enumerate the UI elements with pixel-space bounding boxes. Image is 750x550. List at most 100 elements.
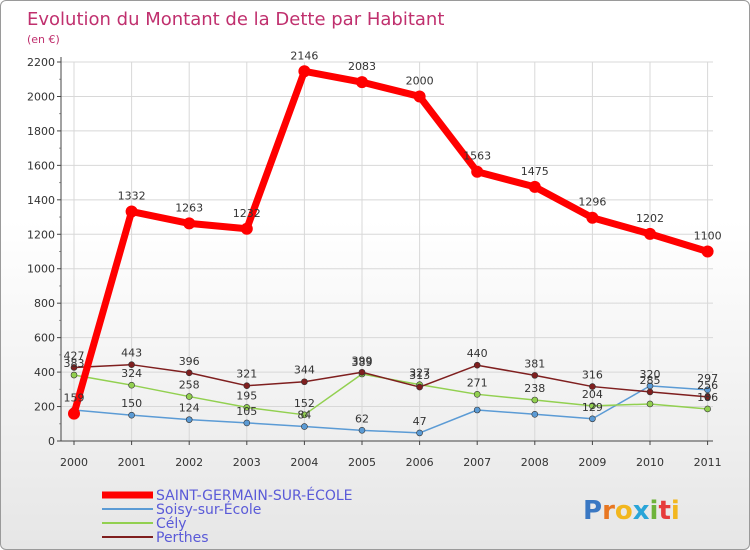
y-tick-label: 1200 <box>27 228 55 241</box>
data-label-saint-germain-sur-ecole: 2083 <box>348 60 376 73</box>
data-point-cely <box>70 371 78 379</box>
data-label-perthes: 381 <box>524 357 545 370</box>
data-label-saint-germain-sur-ecole: 1202 <box>636 212 664 225</box>
data-point-perthes <box>70 364 78 371</box>
data-label-cely: 238 <box>524 382 545 395</box>
data-label-cely: 152 <box>294 397 315 410</box>
data-point-perthes <box>301 378 308 386</box>
y-tick-label: 1400 <box>27 194 55 207</box>
y-tick-label: 600 <box>34 332 55 345</box>
y-tick-label: 200 <box>34 401 55 414</box>
data-point-cely <box>128 381 135 389</box>
data-point-soisy-sur-ecole <box>243 419 251 427</box>
data-point-saint-germain-sur-ecole <box>413 90 426 103</box>
data-point-soisy-sur-ecole <box>473 406 481 414</box>
data-label-saint-germain-sur-ecole: 1475 <box>521 165 549 178</box>
data-point-soisy-sur-ecole <box>704 386 711 394</box>
data-point-cely <box>704 405 711 413</box>
data-point-perthes <box>531 372 539 379</box>
data-label-saint-germain-sur-ecole: 159 <box>64 392 85 405</box>
data-label-perthes: 427 <box>64 349 85 362</box>
data-label-soisy-sur-ecole: 105 <box>236 405 257 418</box>
data-labels: 150 124 105 84 62 47 129 320 297 383 324 258 195 152 3… <box>64 49 722 428</box>
x-tick-label: 2001 <box>118 456 146 469</box>
x-tick-label: 2007 <box>463 456 491 469</box>
data-label-soisy-sur-ecole: 124 <box>179 402 200 415</box>
data-point-soisy-sur-ecole <box>416 429 423 437</box>
data-point-cely <box>185 393 193 400</box>
y-tick-label: 1000 <box>27 263 55 276</box>
grid <box>61 61 713 441</box>
data-point-soisy-sur-ecole <box>128 411 135 419</box>
data-label-cely: 258 <box>179 379 200 392</box>
x-tick-label: 2009 <box>578 456 606 469</box>
data-point-perthes <box>185 369 193 377</box>
y-tick-label: 1600 <box>27 159 55 172</box>
y-tick-label: 1800 <box>27 125 55 138</box>
data-label-saint-germain-sur-ecole: 1563 <box>463 150 491 163</box>
data-label-perthes: 256 <box>697 379 718 392</box>
data-label-saint-germain-sur-ecole: 1263 <box>175 201 203 214</box>
data-point-perthes <box>416 383 423 391</box>
series-line-saint-germain-sur-ecole <box>70 67 712 418</box>
data-point-saint-germain-sur-ecole <box>586 211 599 224</box>
data-label-saint-germain-sur-ecole: 1100 <box>694 230 722 243</box>
data-label-soisy-sur-ecole: 62 <box>355 412 369 425</box>
data-point-cely <box>531 396 539 404</box>
y-tick-label: 0 <box>48 435 55 448</box>
data-label-perthes: 440 <box>467 347 488 360</box>
data-point-cely <box>473 391 481 398</box>
data-label-saint-germain-sur-ecole: 1332 <box>118 190 146 203</box>
data-label-cely: 204 <box>582 388 603 401</box>
data-label-perthes: 313 <box>409 369 430 382</box>
x-tick-label: 2003 <box>233 456 261 469</box>
data-point-saint-germain-sur-ecole <box>298 65 311 78</box>
x-tick-label: 2010 <box>636 456 664 469</box>
data-label-soisy-sur-ecole: 320 <box>640 368 661 381</box>
legend-label-perthes: Perthes <box>156 530 209 546</box>
data-point-perthes <box>473 361 481 369</box>
data-label-soisy-sur-ecole: 47 <box>413 415 427 428</box>
data-label-soisy-sur-ecole: 150 <box>121 397 142 410</box>
logo-text: Proxiti <box>583 496 680 526</box>
data-point-saint-germain-sur-ecole <box>528 180 541 193</box>
data-label-perthes: 344 <box>294 364 315 377</box>
data-label-cely: 324 <box>121 367 142 380</box>
data-point-perthes <box>128 361 135 368</box>
data-point-soisy-sur-ecole <box>185 416 193 423</box>
data-label-perthes: 321 <box>236 368 257 381</box>
data-point-cely <box>301 411 308 419</box>
data-label-cely: 186 <box>697 391 718 404</box>
data-label-soisy-sur-ecole: 129 <box>582 401 603 414</box>
data-point-cely <box>243 404 251 411</box>
data-point-perthes <box>646 388 654 396</box>
data-point-soisy-sur-ecole <box>358 427 366 434</box>
chart-subtitle: (en €) <box>27 33 60 46</box>
data-label-perthes: 316 <box>582 369 603 382</box>
data-label-cely: 383 <box>64 357 85 370</box>
data-point-saint-germain-sur-ecole <box>701 245 714 258</box>
series-line-perthes <box>73 363 709 398</box>
data-label-saint-germain-sur-ecole: 1296 <box>578 196 606 209</box>
data-label-perthes: 285 <box>640 374 661 387</box>
data-point-soisy-sur-ecole <box>589 415 596 423</box>
chart-title: Evolution du Montant de la Dette par Hab… <box>27 9 444 30</box>
x-tick-label: 2002 <box>175 456 203 469</box>
x-tick-label: 2011 <box>694 456 722 469</box>
data-label-soisy-sur-ecole: 297 <box>697 372 718 385</box>
x-tick-label: 2004 <box>290 456 318 469</box>
data-point-saint-germain-sur-ecole <box>125 205 138 218</box>
data-point-cely <box>646 400 654 408</box>
data-label-saint-germain-sur-ecole: 1232 <box>233 207 261 220</box>
data-label-cely: 271 <box>467 376 488 389</box>
data-point-cely <box>589 402 596 410</box>
data-label-perthes: 399 <box>352 354 373 367</box>
data-point-perthes <box>589 383 596 390</box>
data-label-cely: 195 <box>236 389 257 402</box>
data-point-perthes <box>358 368 366 376</box>
data-point-saint-germain-sur-ecole <box>471 165 484 178</box>
data-point-saint-germain-sur-ecole <box>240 222 253 235</box>
legend-label-cely: Cély <box>156 516 187 532</box>
y-tick-label: 800 <box>34 297 55 310</box>
